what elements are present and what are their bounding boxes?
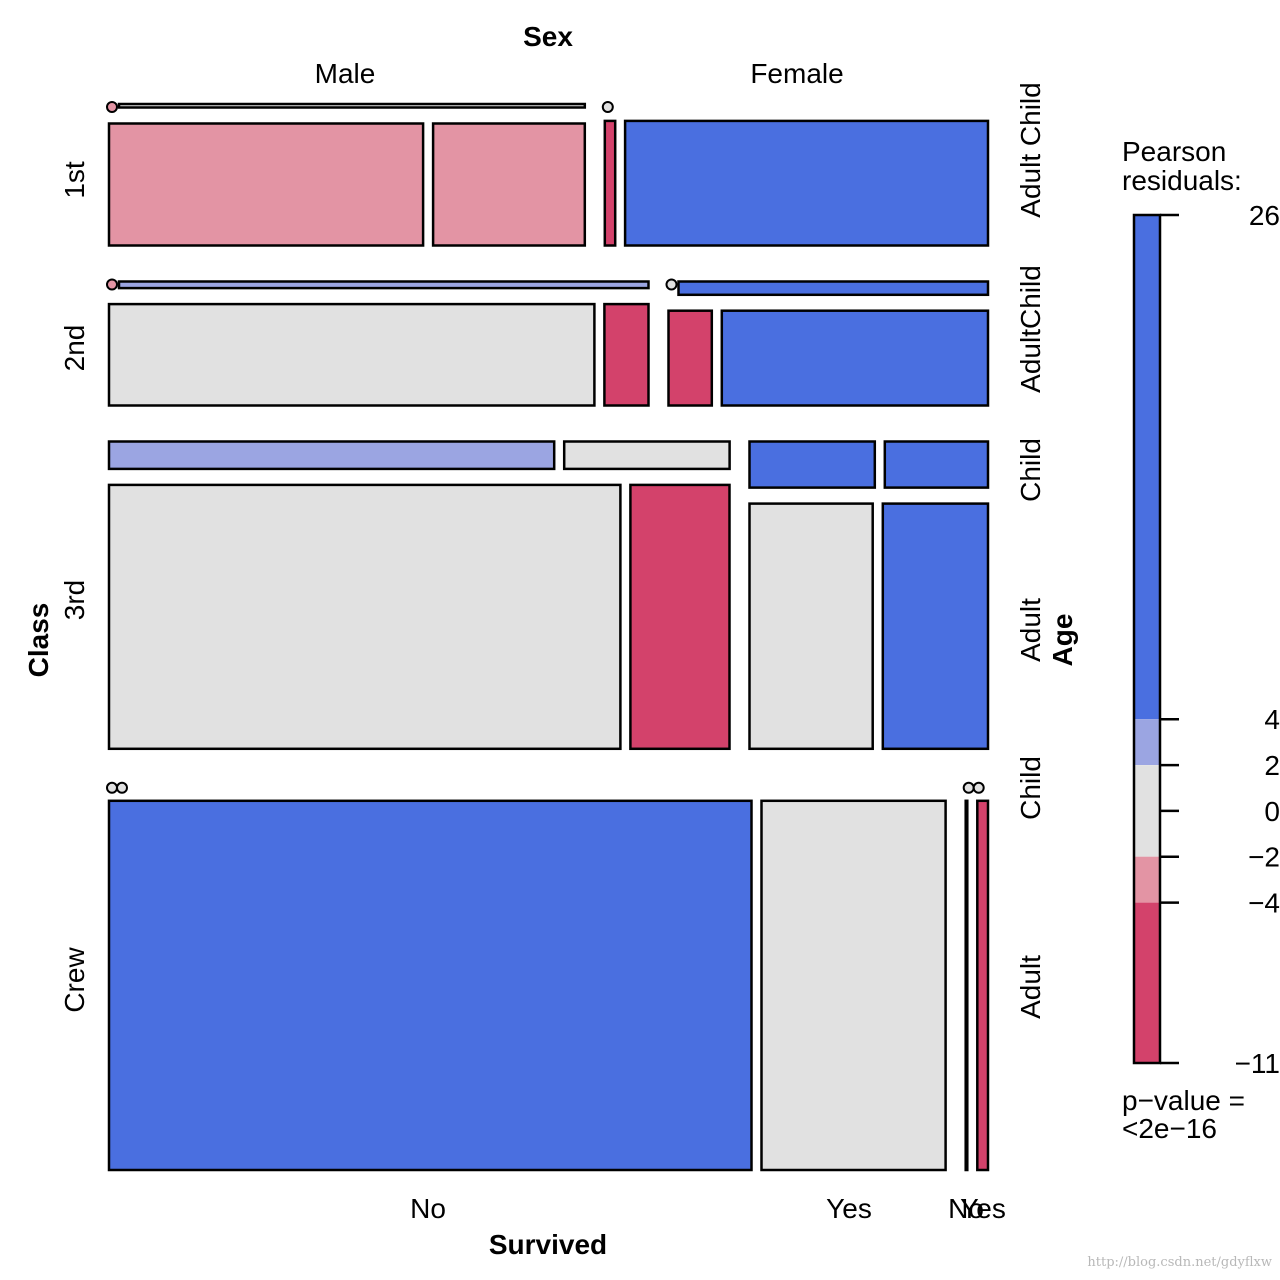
- class-label-3rd: 3rd: [59, 580, 90, 620]
- tile-crew-female-adult-yes: [976, 799, 990, 1172]
- tile-crew-male-adult-no: [107, 799, 753, 1172]
- tile-3rd-female-child-no: [748, 440, 877, 489]
- tile-crew-female-child-yes-empty-marker: [972, 781, 985, 794]
- tile-2nd-male-child-yes: [117, 280, 650, 290]
- sex-label-male: Male: [315, 58, 376, 89]
- legend-title-line1: Pearson: [1122, 136, 1226, 167]
- tile-crew-female-adult-no: [964, 799, 969, 1172]
- class-label-crew: Crew: [59, 947, 90, 1013]
- survived-tick-yes-male: Yes: [826, 1193, 872, 1224]
- age-label-crew-child: Child: [1015, 756, 1046, 820]
- age-label-3rd-adult: Adult: [1015, 598, 1046, 662]
- class-label-2nd: 2nd: [59, 325, 90, 372]
- age-label-2nd: AdultChild: [1015, 265, 1046, 393]
- tile-1st-female-adult-yes: [623, 119, 990, 247]
- tile-2nd-female-adult-yes: [720, 309, 990, 407]
- pvalue-line1: p−value =: [1122, 1085, 1245, 1116]
- tile-2nd-female-child-no-empty-marker: [665, 278, 678, 291]
- tile-3rd-male-adult-yes: [629, 483, 731, 751]
- class-axis-title: Class: [23, 603, 54, 678]
- tile-2nd-female-adult-no: [667, 309, 714, 407]
- legend-tick-label-2: 2: [1264, 750, 1280, 781]
- pvalue-line2: <2e−16: [1122, 1113, 1217, 1144]
- tile-3rd-male-child-no: [107, 440, 556, 471]
- sex-label-female: Female: [750, 58, 843, 89]
- tile-1st-male-adult-yes: [431, 122, 587, 247]
- tile-2nd-male-adult-yes: [603, 302, 650, 407]
- sex-axis-title: Sex: [523, 21, 573, 52]
- legend-band-3: [1134, 856, 1160, 903]
- tile-crew-male-child-no-empty-marker: [106, 781, 118, 794]
- tile-crew-male-child-yes-empty-marker: [116, 781, 128, 794]
- legend-tick-label-6: −11: [1235, 1048, 1280, 1079]
- age-axis-title: Age: [1047, 614, 1078, 667]
- watermark: http://blog.csdn.net/gdyflxw: [1087, 1255, 1272, 1270]
- tile-2nd-male-adult-no: [107, 302, 596, 407]
- tile-3rd-female-adult-no: [748, 502, 874, 751]
- survived-tick-no-female: No: [948, 1193, 984, 1224]
- survived-tick-no-male: No: [410, 1193, 446, 1224]
- legend-title-line2: residuals:: [1122, 165, 1242, 196]
- survived-tick-yes-female: Yes: [960, 1193, 1006, 1224]
- legend-tick-label-0: 26: [1249, 200, 1280, 231]
- legend-tick-label-1: 4: [1264, 704, 1280, 735]
- legend-tick-label-4: −2: [1248, 842, 1280, 873]
- tile-2nd-female-child-yes: [677, 280, 990, 297]
- age-label-1st: Adult Child: [1015, 82, 1046, 217]
- legend-tick-label-3: 0: [1264, 796, 1280, 827]
- legend-band-0: [1134, 215, 1160, 720]
- tile-1st-female-adult-no: [603, 119, 617, 247]
- tile-3rd-female-adult-yes: [881, 502, 990, 751]
- tile-2nd-male-child-no-empty-marker: [106, 278, 118, 291]
- legend-frame: [1132, 213, 1162, 1065]
- age-label-crew-adult: Adult: [1015, 955, 1046, 1019]
- tile-1st-female-child-no-empty-marker: [601, 101, 614, 113]
- tile-crew-female-child-no-empty-marker: [962, 781, 975, 794]
- age-label-3rd-child: Child: [1015, 438, 1046, 502]
- tile-1st-male-adult-no: [107, 122, 425, 247]
- tile-1st-male-child-yes: [117, 102, 587, 109]
- mosaic-tiles: [106, 101, 990, 1172]
- tile-3rd-male-adult-no: [107, 483, 622, 751]
- tile-1st-male-child-no-empty-marker: [106, 101, 118, 113]
- residual-legend: Pearson residuals: 26 4 2 0 −2 −4 −11 p−value …: [1122, 136, 1280, 1144]
- legend-band-1: [1134, 719, 1160, 765]
- legend-band-4: [1134, 902, 1160, 1063]
- survived-axis-title: Survived: [489, 1229, 607, 1260]
- tile-3rd-female-child-yes: [883, 440, 990, 489]
- class-label-1st: 1st: [59, 161, 90, 199]
- tile-3rd-male-child-yes: [562, 440, 731, 471]
- legend-tick-label-5: −4: [1248, 888, 1280, 919]
- legend-band-2: [1134, 765, 1160, 857]
- tile-crew-male-adult-yes: [760, 799, 947, 1172]
